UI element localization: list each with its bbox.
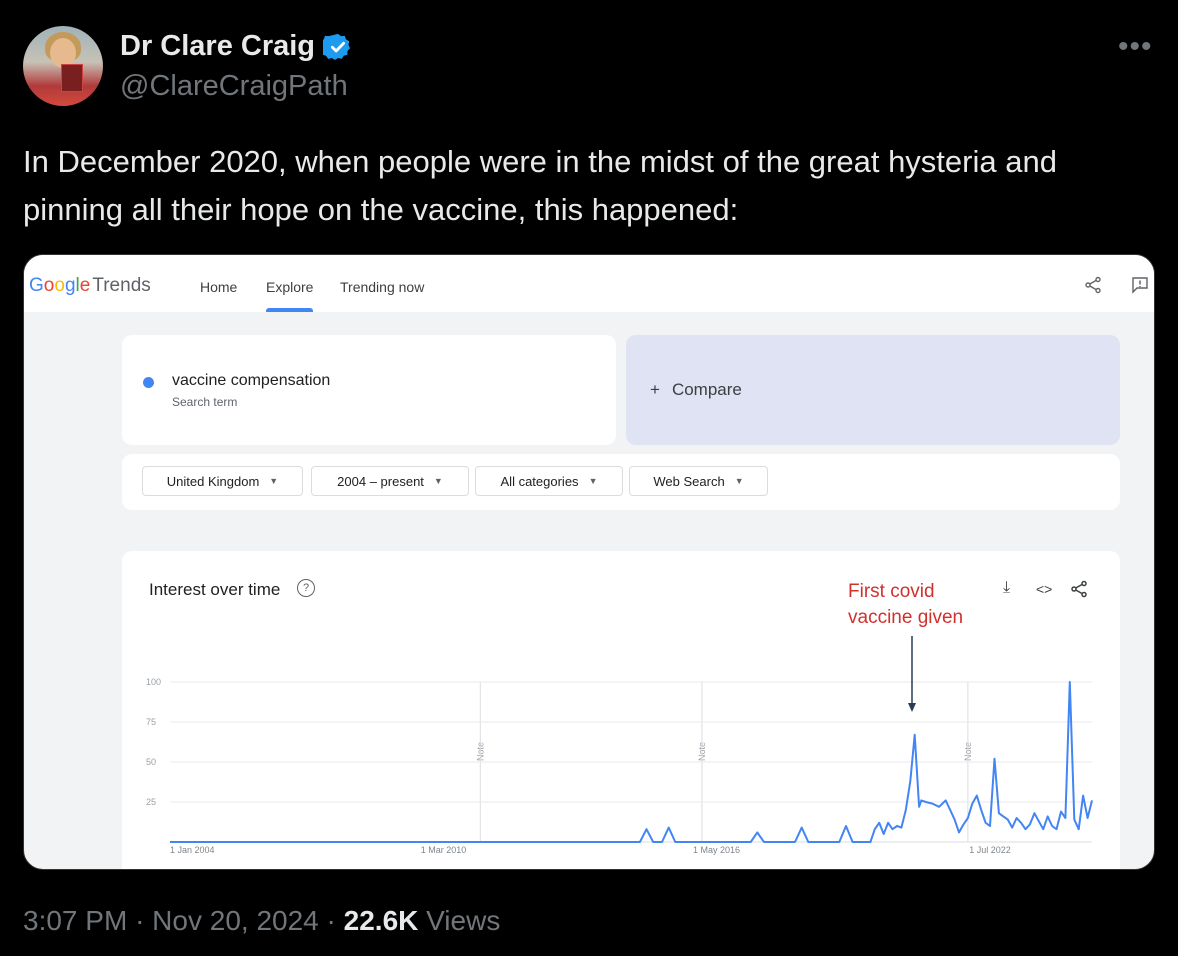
avatar-face xyxy=(50,38,76,68)
search-term-card: vaccine compensation Search term xyxy=(122,335,616,445)
x-tick-label: 1 May 2016 xyxy=(693,845,740,855)
interest-over-time-card: Interest over time ? First covid vaccine… xyxy=(122,551,1120,869)
plus-icon: + xyxy=(650,380,660,399)
avatar[interactable] xyxy=(23,26,103,106)
annotation-line-1: First covid xyxy=(848,581,935,602)
search-term: vaccine compensation xyxy=(172,372,331,389)
avatar-book xyxy=(61,64,83,92)
caret-down-icon: ▼ xyxy=(734,476,744,486)
caret-down-icon: ▼ xyxy=(269,476,279,486)
tweet-date[interactable]: Nov 20, 2024 xyxy=(152,905,319,936)
series-color-dot xyxy=(143,377,154,388)
caret-down-icon: ▼ xyxy=(588,476,598,486)
filter-bar: United Kingdom ▼ 2004 – present ▼ All cate… xyxy=(122,454,1120,510)
caret-down-icon: ▼ xyxy=(433,476,443,486)
y-tick-label: 100 xyxy=(146,677,161,687)
series-line-vaccine-compensation xyxy=(170,681,1093,843)
annotation-line-2: vaccine given xyxy=(848,607,964,628)
filter-category: All categories ▼ xyxy=(475,466,623,496)
chart-share-icon xyxy=(1071,580,1087,598)
tweet-media-image[interactable]: Google Trends Home Explore Trending now v… xyxy=(23,254,1155,870)
views-count: 22.6K xyxy=(343,905,419,936)
author-name[interactable]: Dr Clare Craig xyxy=(120,30,316,62)
embed-icon: <> xyxy=(1036,581,1053,597)
x-tick-label: 1 Jul 2022 xyxy=(969,845,1011,855)
help-icon: ? xyxy=(297,579,315,597)
filter-search-type: Web Search ▼ xyxy=(629,466,768,496)
more-horizontal-icon[interactable]: ••• xyxy=(1118,30,1153,63)
x-tick-label: 1 Jan 2004 xyxy=(170,845,215,855)
y-tick-label: 75 xyxy=(146,717,156,727)
nav-explore: Explore xyxy=(266,279,314,295)
y-tick-label: 50 xyxy=(146,757,156,767)
tweet-meta: 3:07 PM · Nov 20, 2024 · 22.6K Views xyxy=(23,905,500,937)
separator: · xyxy=(135,905,145,936)
active-tab-indicator xyxy=(266,308,313,312)
interest-over-time-chart: 1 Jul 2022 1 May 2016 1 Mar 2010 1 Jan 2004… xyxy=(146,636,1093,855)
y-tick-label: 25 xyxy=(146,797,156,807)
nav-home: Home xyxy=(200,279,238,295)
chart-annotation: First covid vaccine given xyxy=(848,579,963,631)
tweet-text: In December 2020, when people were in th… xyxy=(23,144,1057,227)
separator: · xyxy=(326,905,336,936)
google-trends-logo: Google Trends xyxy=(29,275,151,296)
nav-trending-now: Trending now xyxy=(340,279,425,295)
author-handle[interactable]: @ClareCraigPath xyxy=(120,70,348,102)
author-name-row[interactable]: Dr Clare Craig xyxy=(120,30,353,63)
chart-title: Interest over time xyxy=(149,580,281,599)
search-term-sub: Search term xyxy=(172,395,238,409)
views-label: Views xyxy=(426,905,501,936)
verified-badge-icon xyxy=(323,33,351,60)
filter-region: United Kingdom ▼ xyxy=(142,466,303,496)
feedback-icon xyxy=(1132,277,1148,294)
filter-time: 2004 – present ▼ xyxy=(311,466,469,496)
share-icon xyxy=(1085,276,1101,294)
x-tick-label: 1 Mar 2010 xyxy=(421,845,467,855)
tweet-time[interactable]: 3:07 PM xyxy=(23,905,128,936)
download-icon: ⤓ xyxy=(1003,579,1011,596)
compare-card: + Compare xyxy=(626,335,1120,445)
compare-label: + Compare xyxy=(650,380,742,399)
google-trends-header: Google Trends Home Explore Trending now xyxy=(24,255,1154,312)
annotation-arrowhead xyxy=(908,703,916,712)
